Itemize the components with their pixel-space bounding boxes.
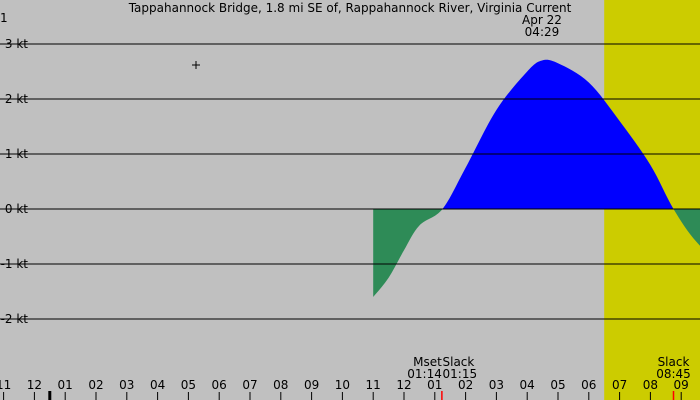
y-tick-label: 2 kt [5, 92, 28, 106]
y-tick-label: 3 kt [5, 37, 28, 51]
hour-tick-label: 04 [150, 378, 165, 392]
y-tick-label: -2 kt [1, 312, 29, 326]
hour-tick-label: 05 [181, 378, 196, 392]
hour-tick-label: 02 [458, 378, 473, 392]
hour-tick-label: 11 [0, 378, 11, 392]
hour-tick-label: 09 [304, 378, 319, 392]
hour-tick-label: 02 [88, 378, 103, 392]
hour-tick-label: 01 [58, 378, 73, 392]
flood-current-area [373, 59, 700, 209]
hour-tick-label: 12 [396, 378, 411, 392]
hour-tick-label: 12 [27, 378, 42, 392]
chart-title: Tappahannock Bridge, 1.8 mi SE of, Rappa… [128, 1, 572, 15]
hour-tick-label: 05 [550, 378, 565, 392]
event-labels: Mset01:14Slack01:15Slack08:45Mrise10:30S… [407, 355, 691, 400]
event-time-label: 08:45 [656, 367, 691, 381]
hour-tick-label: 07 [612, 378, 627, 392]
hour-axis: 11 12 01 02 03 04 05 06 07 08 09 10 11 12 01 02 03 04 05 06… [0, 378, 689, 400]
hour-tick-label: 04 [520, 378, 535, 392]
event-time-label: 01:15 [443, 367, 478, 381]
hour-tick-label: 03 [119, 378, 134, 392]
hour-tick-label: 06 [581, 378, 596, 392]
hour-tick-label: 08 [643, 378, 658, 392]
hour-tick-label: 09 [674, 378, 689, 392]
kt-gridlines [0, 43, 700, 320]
event-name-label: Slack [658, 355, 690, 369]
hour-tick-label: 03 [489, 378, 504, 392]
event-time-label: 01:14 [407, 367, 442, 381]
ebb-current-area [373, 209, 700, 297]
hour-tick-label: 08 [273, 378, 288, 392]
event-date-label: Apr 22 [522, 13, 562, 27]
current-areas [373, 59, 700, 297]
y-tick-label: 0 kt [5, 202, 28, 216]
corner-label: 1 [0, 11, 8, 25]
event-time-label: 04:29 [525, 25, 560, 39]
y-tick-label: -1 kt [1, 257, 29, 271]
hour-tick-label: 10 [335, 378, 350, 392]
hour-tick-label: 01 [427, 378, 442, 392]
cursor-cross-icon [192, 61, 200, 69]
y-axis-labels: 3 kt 2 kt 1 kt 0 kt -1 kt -2 kt [1, 37, 29, 326]
hour-tick-label: 07 [242, 378, 257, 392]
event-name-label: Mset [413, 355, 442, 369]
y-tick-label: 1 kt [5, 147, 28, 161]
event-name-label: Slack [443, 355, 475, 369]
hour-tick-label: 11 [366, 378, 381, 392]
hour-tick-label: 06 [212, 378, 227, 392]
